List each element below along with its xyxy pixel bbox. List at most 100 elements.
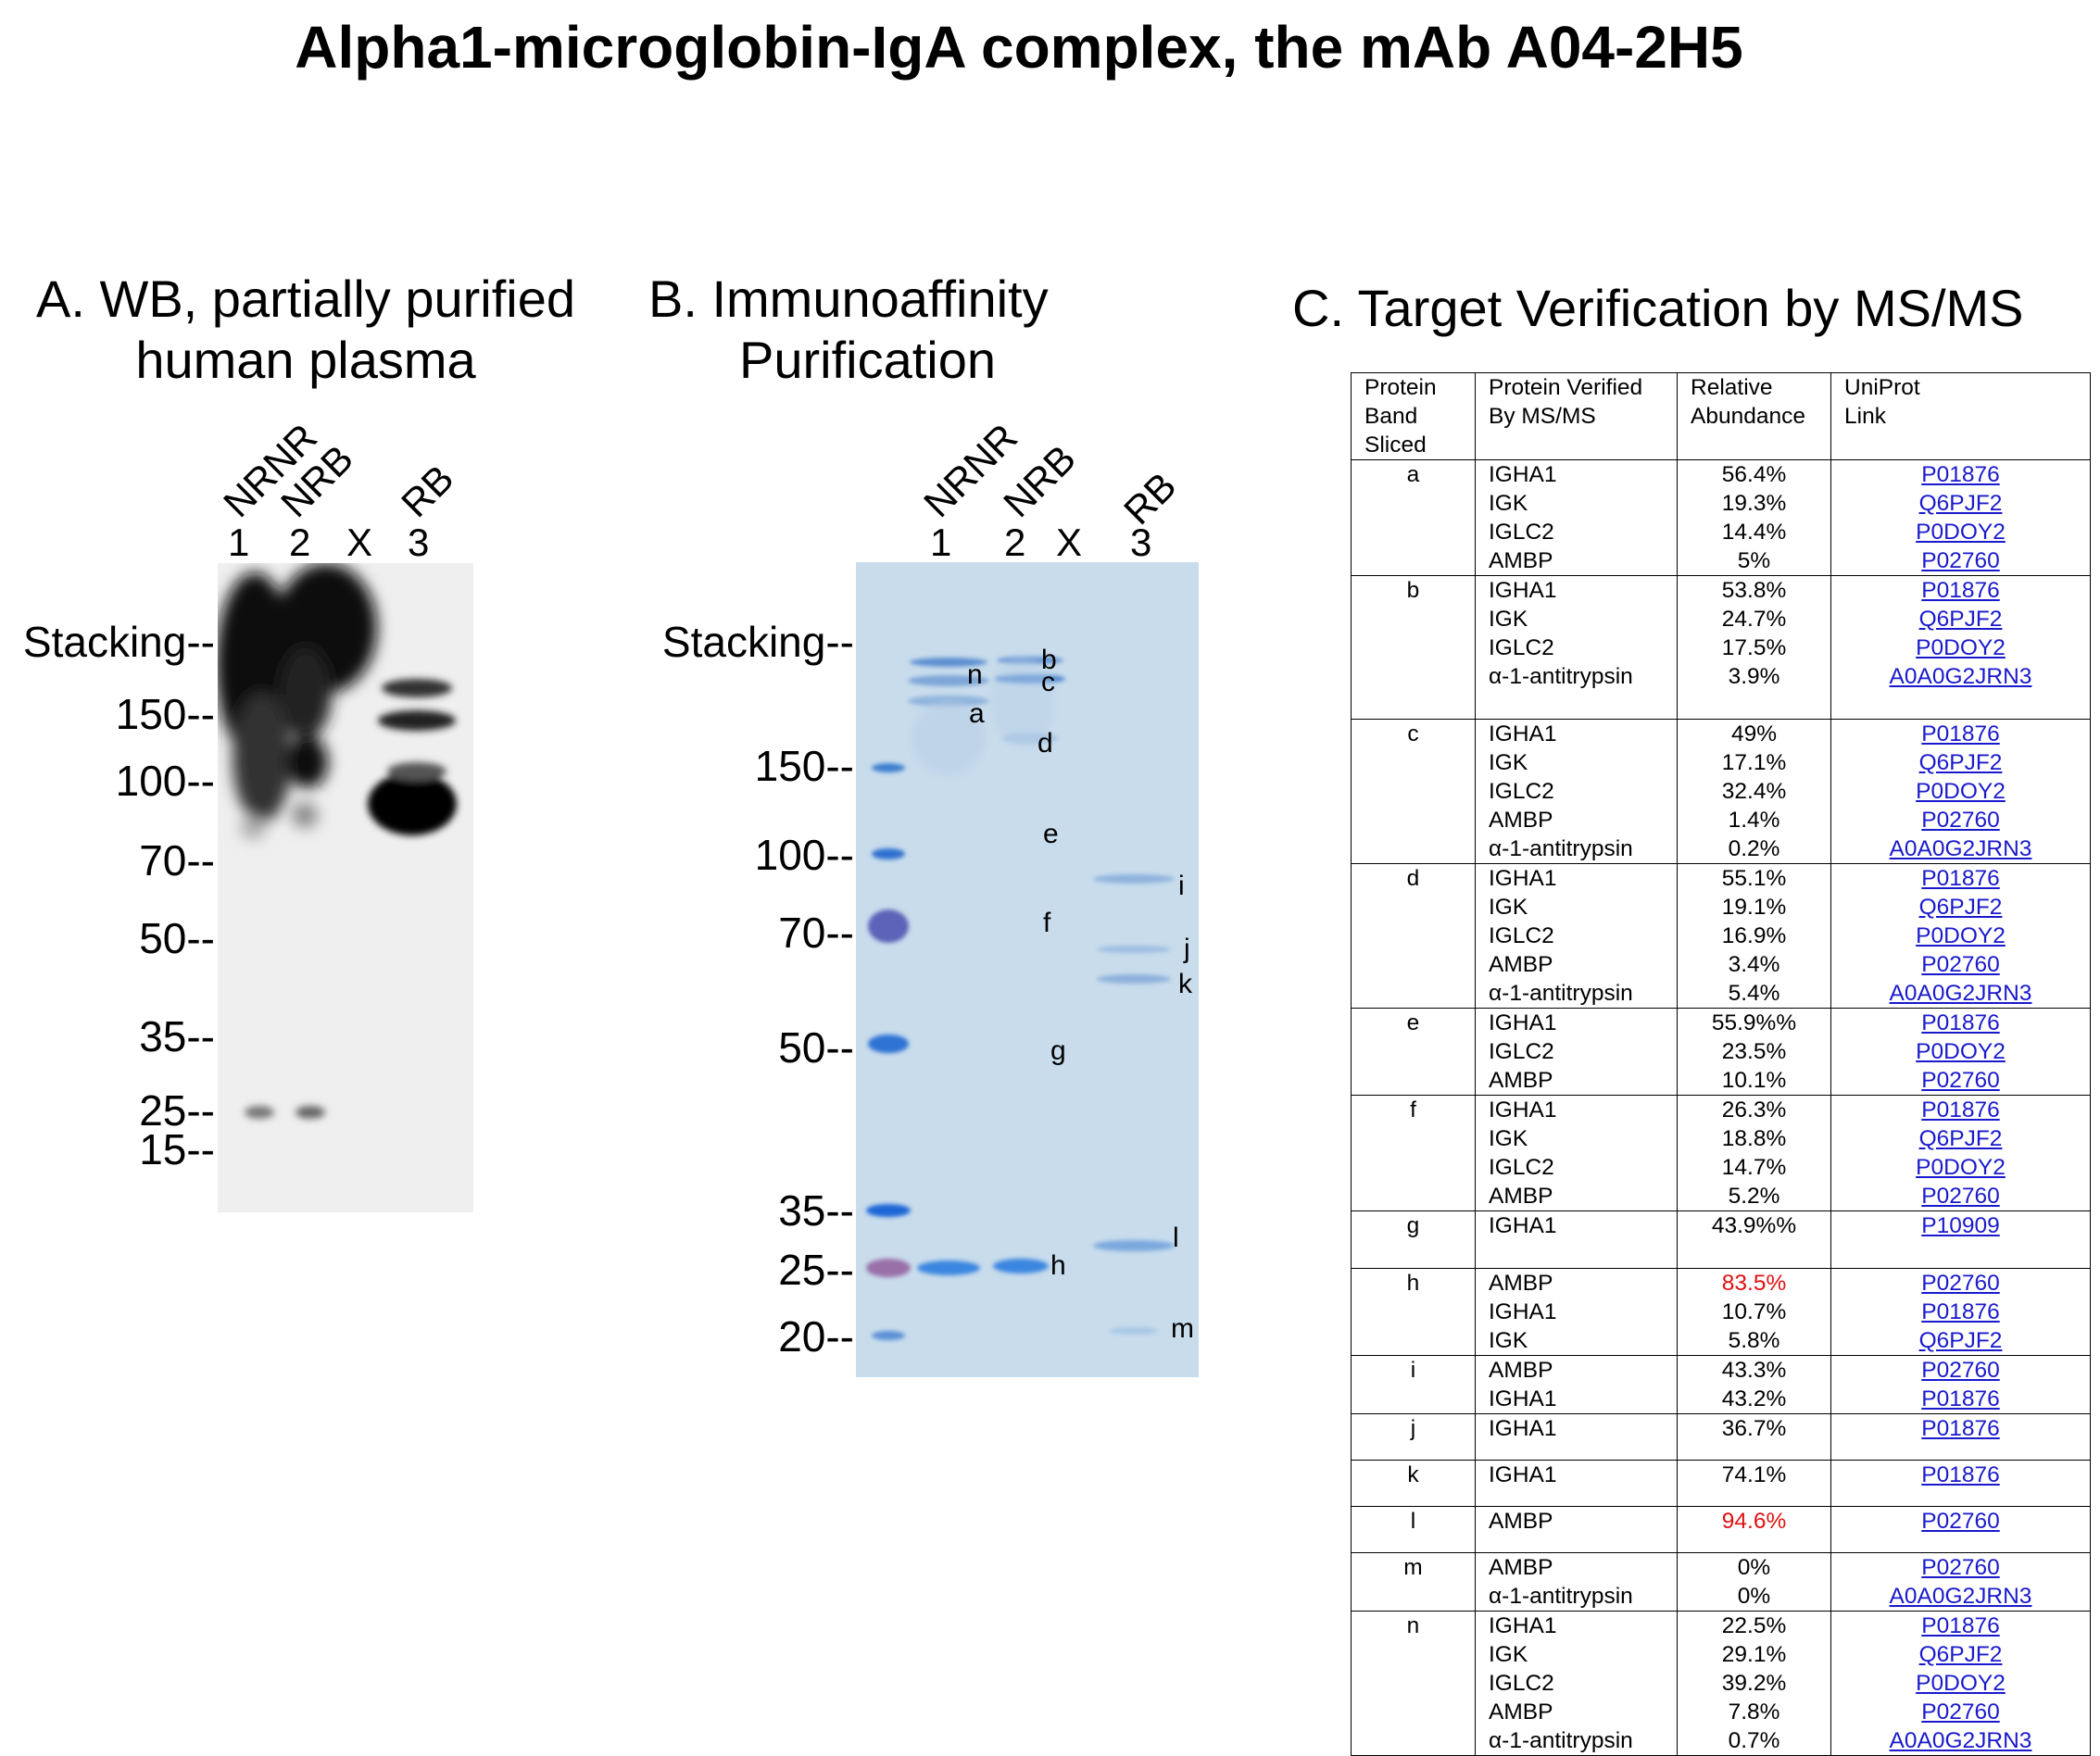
protein-name: IGLC2 — [1489, 520, 1554, 545]
uniprot-link[interactable]: P02760 — [1921, 1271, 2000, 1296]
uniprot-link[interactable]: P01876 — [1921, 1098, 2000, 1123]
uniprot-link[interactable]: P01876 — [1921, 866, 2000, 891]
header-text: Band — [1364, 404, 1418, 429]
abundance-cell: 22.5% 29.1% 39.2% 7.8% 0.7% — [1677, 1611, 1831, 1756]
uniprot-link[interactable]: P01876 — [1921, 1386, 2000, 1411]
uniprot-link[interactable]: P01876 — [1921, 1613, 2000, 1638]
lane-number-1-b: 1 — [930, 521, 952, 564]
abundance-value: 39.2% — [1721, 1671, 1787, 1696]
uniprot-link[interactable]: P0DOY2 — [1916, 1039, 2006, 1064]
band-id: i — [1410, 1358, 1416, 1383]
uniprot-link[interactable]: P01876 — [1921, 721, 2000, 746]
uniprot-link[interactable]: P0DOY2 — [1916, 1155, 2006, 1180]
protein-name: IGK — [1489, 895, 1528, 920]
uniprot-link[interactable]: P0DOY2 — [1916, 923, 2006, 948]
uniprot-link[interactable]: P02760 — [1921, 548, 2000, 573]
uniprot-link[interactable]: P0DOY2 — [1916, 635, 2006, 660]
protein-cell: IGHA1 IGK IGLC2 AMBP α-1-antitrypsin — [1475, 719, 1678, 864]
uniprot-link[interactable]: P02760 — [1921, 1509, 2000, 1534]
protein-name: IGLC2 — [1489, 635, 1554, 660]
abundance-value: 56.4% — [1721, 462, 1787, 487]
protein-cell: AMBP — [1475, 1506, 1678, 1553]
band-cell: g — [1351, 1210, 1476, 1269]
marker-35-b: 35-- — [778, 1186, 854, 1235]
panel-b-title-line2: Purification — [739, 331, 997, 389]
uniprot-link[interactable]: Q6PJF2 — [1918, 895, 2003, 920]
band-id: k — [1407, 1462, 1419, 1487]
marker-stacking-b: Stacking-- — [661, 618, 854, 666]
protein-name: IGK — [1489, 1328, 1528, 1353]
uniprot-link[interactable]: P02760 — [1921, 1555, 2000, 1580]
uniprot-link[interactable]: A0A0G2JRN3 — [1889, 981, 2032, 1006]
protein-name: IGHA1 — [1489, 1462, 1557, 1487]
band-id: g — [1406, 1213, 1420, 1238]
band-letter-g: g — [1050, 1035, 1066, 1066]
protein-name: IGHA1 — [1489, 462, 1557, 487]
uniprot-link[interactable]: P01876 — [1921, 578, 2000, 603]
western-blot-image — [218, 563, 473, 1212]
uniprot-link[interactable]: Q6PJF2 — [1918, 491, 2003, 516]
uniprot-link[interactable]: Q6PJF2 — [1918, 1328, 2003, 1353]
uniprot-link[interactable]: Q6PJF2 — [1918, 1126, 2003, 1151]
uniprot-link[interactable]: P02760 — [1921, 1068, 2000, 1093]
header-text: Link — [1844, 404, 1886, 429]
protein-cell: AMBP α-1-antitrypsin — [1475, 1552, 1678, 1612]
band-id: l — [1410, 1509, 1416, 1534]
uniprot-link[interactable]: P02760 — [1921, 952, 2000, 977]
band-letter-k: k — [1178, 969, 1192, 999]
band-letter-l: l — [1173, 1223, 1179, 1253]
abundance-value: 24.7% — [1721, 607, 1787, 632]
protein-name: IGHA1 — [1489, 1010, 1557, 1035]
link-cell: P01876 Q6PJF2 P0DOY2 P02760 — [1830, 1095, 2091, 1211]
uniprot-link[interactable]: P01876 — [1921, 1416, 2000, 1441]
panel-c-title: C. Target Verification by MS/MS — [1292, 279, 2024, 337]
abundance-value: 1.4% — [1728, 808, 1780, 833]
table-row: d IGHA1 IGK IGLC2 AMBP α-1-antitrypsin 55.1% 19… — [1351, 863, 2091, 1009]
marker-150: 150-- — [115, 690, 215, 738]
abundance-cell: 55.9%% 23.5% 10.1% — [1677, 1008, 1831, 1096]
uniprot-link[interactable]: Q6PJF2 — [1918, 607, 2003, 632]
uniprot-link[interactable]: P02760 — [1921, 1358, 2000, 1383]
link-cell: P02760 P01876 — [1830, 1355, 2091, 1414]
band-cell: j — [1351, 1413, 1476, 1461]
uniprot-link[interactable]: P01876 — [1921, 462, 2000, 487]
uniprot-link[interactable]: P02760 — [1921, 808, 2000, 833]
uniprot-link[interactable]: A0A0G2JRN3 — [1889, 664, 2032, 689]
abundance-cell: 36.7% — [1677, 1413, 1831, 1461]
abundance-value: 0.7% — [1728, 1728, 1780, 1753]
uniprot-link[interactable]: P0DOY2 — [1916, 520, 2006, 545]
uniprot-link[interactable]: P0DOY2 — [1916, 1671, 2006, 1696]
table-row: j IGHA1 36.7% P01876 — [1351, 1413, 2091, 1461]
uniprot-link[interactable]: P02760 — [1921, 1184, 2000, 1209]
band-id: a — [1406, 462, 1420, 487]
uniprot-link[interactable]: A0A0G2JRN3 — [1889, 1728, 2032, 1753]
abundance-cell: 94.6% — [1677, 1506, 1831, 1553]
uniprot-link[interactable]: Q6PJF2 — [1918, 750, 2003, 775]
uniprot-link[interactable]: P10909 — [1921, 1213, 2000, 1238]
abundance-cell: 53.8% 24.7% 17.5% 3.9% — [1677, 575, 1831, 720]
link-cell: P01876 Q6PJF2 P0DOY2 A0A0G2JRN3 — [1830, 575, 2091, 720]
protein-cell: IGHA1 — [1475, 1460, 1678, 1507]
band-cell: b — [1351, 575, 1476, 720]
uniprot-link[interactable]: P01876 — [1921, 1299, 2000, 1324]
protein-name: IGK — [1489, 607, 1528, 632]
uniprot-link[interactable]: P0DOY2 — [1916, 779, 2006, 804]
protein-name: IGLC2 — [1489, 1155, 1554, 1180]
uniprot-link[interactable]: Q6PJF2 — [1918, 1642, 2003, 1667]
header-text: Abundance — [1691, 404, 1805, 429]
protein-name: α-1-antitrypsin — [1489, 1728, 1633, 1753]
uniprot-link[interactable]: A0A0G2JRN3 — [1889, 836, 2032, 861]
protein-name: IGHA1 — [1489, 866, 1557, 891]
marker-70: 70-- — [139, 836, 215, 884]
abundance-value: 43.2% — [1721, 1386, 1787, 1411]
protein-name: AMBP — [1489, 1700, 1553, 1725]
header-text: Protein Verified — [1489, 375, 1643, 400]
uniprot-link[interactable]: P01876 — [1921, 1462, 2000, 1487]
lane-number-x-b: X — [1056, 521, 1083, 564]
abundance-value: 5.4% — [1728, 981, 1780, 1006]
uniprot-link[interactable]: A0A0G2JRN3 — [1889, 1584, 2032, 1609]
protein-cell: IGHA1 IGK IGLC2 AMBP α-1-antitrypsin — [1475, 1611, 1678, 1756]
panel-b-title-line1: B. Immunoaffinity — [648, 270, 1049, 328]
uniprot-link[interactable]: P01876 — [1921, 1010, 2000, 1035]
uniprot-link[interactable]: P02760 — [1921, 1700, 2000, 1725]
